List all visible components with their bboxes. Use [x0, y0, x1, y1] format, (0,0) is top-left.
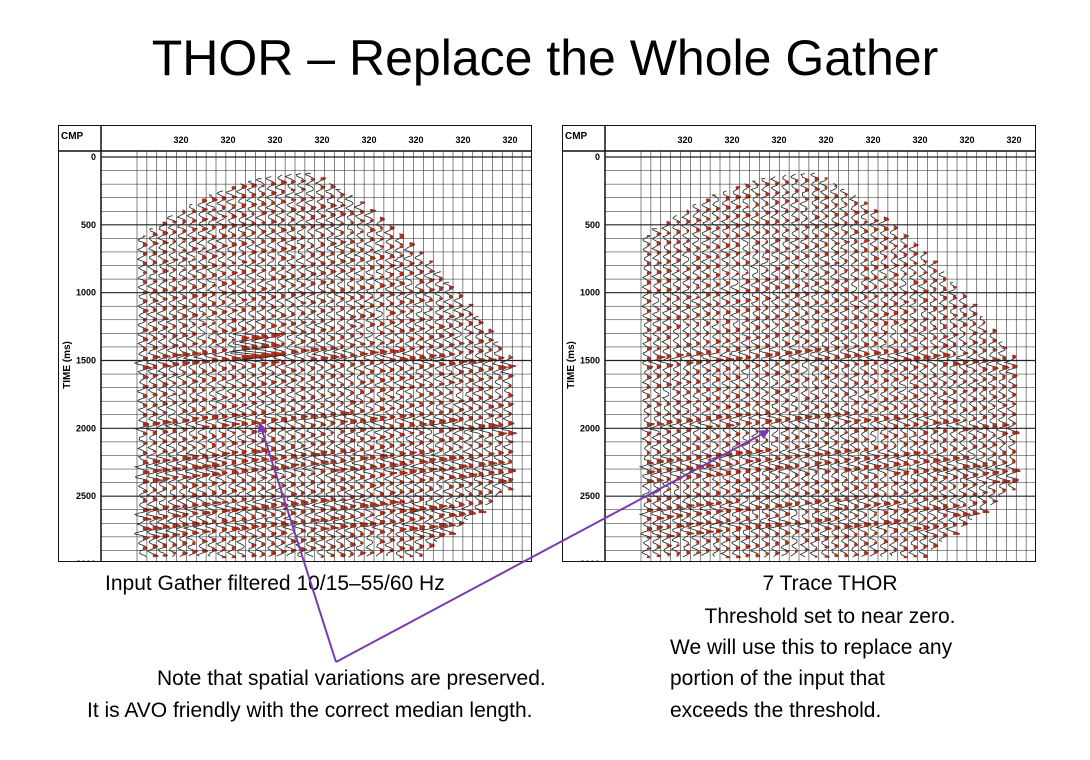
left-y-tick-label: 1000: [76, 288, 96, 298]
right-trace: [757, 178, 774, 558]
left-gather-panel: CMP 320 320 320 320 320 320 320 320 0 500 1000 150…: [58, 125, 532, 562]
left-cmp-label: 320: [314, 135, 329, 145]
left-seismic-traces: [133, 172, 518, 559]
left-trace: [221, 186, 242, 558]
right-trace: [856, 202, 872, 557]
right-trace: [737, 183, 755, 557]
left-y-tick-label: 3000: [76, 559, 96, 562]
left-trace: [154, 221, 173, 558]
left-cmp-header: CMP: [61, 131, 84, 142]
right-trace: [766, 176, 785, 557]
right-trace: [777, 174, 794, 557]
right-trace: [826, 183, 844, 557]
left-trace: [233, 180, 269, 558]
left-trace: [145, 228, 164, 557]
left-trace: [163, 215, 182, 557]
right-trace: [874, 216, 893, 557]
left-trace: [331, 189, 351, 558]
left-cmp-label: 320: [220, 135, 235, 145]
left-y-tick-label: 500: [81, 220, 96, 230]
left-cmp-label: 320: [455, 135, 470, 145]
right-gather-plot: CMP 320 320 320 320 320 320 320 320 05001000150…: [562, 125, 1036, 562]
left-y-tick-label: 2500: [76, 491, 96, 501]
right-trace: [894, 233, 913, 558]
left-cmp-label: 320: [408, 135, 423, 145]
right-trace: [796, 173, 814, 558]
left-cmp-label: 320: [502, 135, 517, 145]
left-gather-plot: CMP 320 320 320 320 320 320 320 320 0 500 1000 150…: [58, 125, 532, 562]
left-y-axis-label: TIME (ms): [62, 341, 73, 389]
left-cmp-label: 320: [361, 135, 376, 145]
left-cmp-label: 320: [267, 135, 282, 145]
left-y-tick-label: 2000: [76, 423, 96, 433]
right-trace: [647, 228, 667, 557]
right-trace: [904, 242, 923, 557]
right-trace: [746, 180, 765, 558]
left-caption: Input Gather filtered 10/15–55/60 Hz: [105, 572, 445, 595]
left-trace: [242, 178, 275, 558]
right-trace: [844, 195, 863, 558]
left-trace: [252, 176, 287, 557]
slide-title: THOR – Replace the Whole Gather: [151, 30, 939, 86]
right-gather-panel: CMP 320 320 320 320 320 320 320 320 0 500 1000 150…: [562, 125, 1036, 562]
right-seismic-traces: [638, 172, 1021, 559]
right-trace: [786, 173, 803, 557]
right-trace: [667, 215, 685, 557]
left-y-tick-label: 0: [91, 152, 96, 162]
left-grid: [101, 151, 532, 562]
left-cmp-label: 320: [173, 135, 188, 145]
left-y-tick-label: 1500: [76, 356, 96, 366]
